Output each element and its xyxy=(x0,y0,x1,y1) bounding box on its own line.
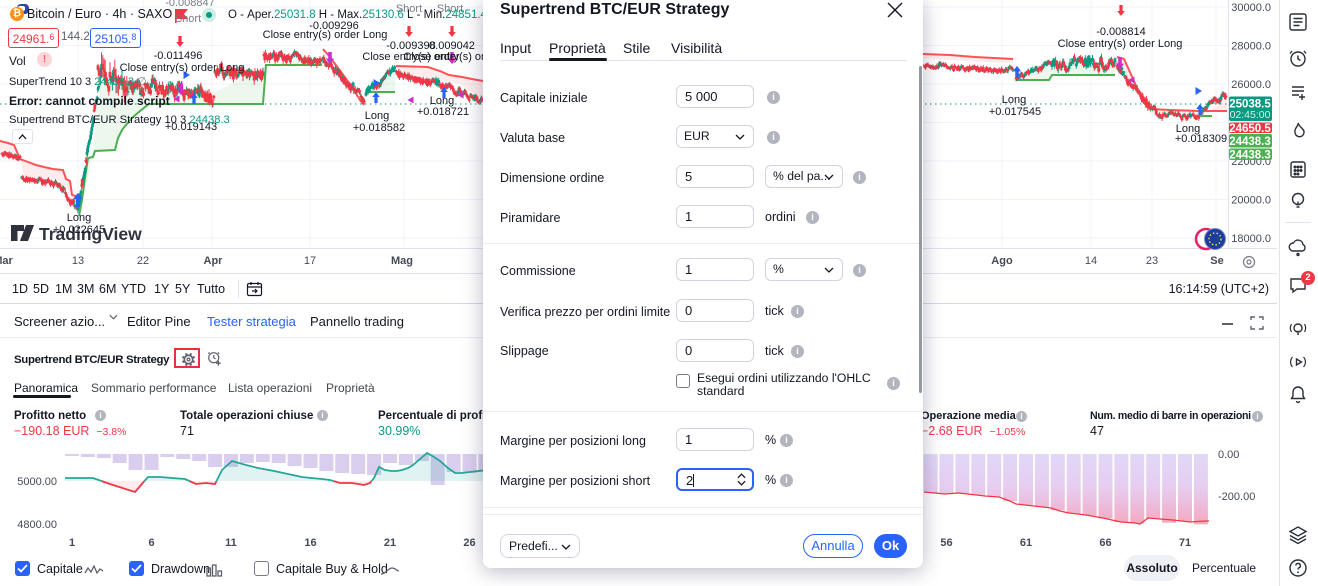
svg-text:6: 6 xyxy=(148,537,154,549)
svg-text:Short: Short xyxy=(437,3,463,15)
svg-text:Long: Long xyxy=(430,95,454,107)
svg-text:20000.0: 20000.0 xyxy=(1231,195,1271,207)
svg-text:26000.0: 26000.0 xyxy=(1231,79,1271,91)
svg-text:-0.009398: -0.009398 xyxy=(386,40,436,52)
svg-text:Se: Se xyxy=(1210,255,1223,267)
svg-text:22: 22 xyxy=(137,255,149,267)
svg-text:-0.008847: -0.008847 xyxy=(165,0,215,9)
svg-text:11: 11 xyxy=(225,537,237,549)
svg-text:24650.5: 24650.5 xyxy=(1229,123,1271,135)
svg-text:30000.0: 30000.0 xyxy=(1231,2,1271,14)
svg-text:Close entry(s) order Long: Close entry(s) order Long xyxy=(263,29,388,41)
svg-text:+0.019143: +0.019143 xyxy=(165,121,217,133)
svg-text:61: 61 xyxy=(1020,537,1032,549)
svg-text:13: 13 xyxy=(72,255,84,267)
svg-text:Mag: Mag xyxy=(391,255,413,267)
svg-text:+0.018309: +0.018309 xyxy=(1175,133,1227,145)
svg-text:26: 26 xyxy=(463,537,475,549)
svg-text:0.009042: 0.009042 xyxy=(429,40,475,52)
svg-text:24438.3: 24438.3 xyxy=(1229,136,1271,148)
svg-text:14: 14 xyxy=(1085,255,1097,267)
svg-text:Apr: Apr xyxy=(204,255,224,267)
svg-text:Ago: Ago xyxy=(991,255,1013,267)
svg-text:+0.022645: +0.022645 xyxy=(53,224,105,236)
svg-text:Long: Long xyxy=(1176,123,1200,135)
svg-text:23: 23 xyxy=(1146,255,1158,267)
svg-text:4800.00: 4800.00 xyxy=(17,519,57,531)
svg-text:Close entry(s) order Long: Close entry(s) order Long xyxy=(1058,38,1183,50)
svg-text:Short: Short xyxy=(396,3,422,15)
svg-text:0.00: 0.00 xyxy=(1218,449,1239,461)
svg-text:+0.017545: +0.017545 xyxy=(989,106,1041,118)
svg-text:28000.0: 28000.0 xyxy=(1231,41,1271,53)
svg-text:-0.009296: -0.009296 xyxy=(309,20,359,32)
svg-text:Close entry(s) order Long: Close entry(s) order Long xyxy=(120,62,245,74)
svg-text:Long: Long xyxy=(67,212,91,224)
svg-text:-0.011496: -0.011496 xyxy=(154,50,203,62)
svg-text:24438.3: 24438.3 xyxy=(1229,149,1271,161)
svg-text:71: 71 xyxy=(1179,537,1191,549)
svg-text:+0.018582: +0.018582 xyxy=(353,122,405,134)
svg-text:25038.5: 25038.5 xyxy=(1229,99,1271,111)
svg-text:Long: Long xyxy=(1002,94,1026,106)
svg-text:17: 17 xyxy=(304,255,316,267)
svg-text:+0.018721: +0.018721 xyxy=(417,106,469,118)
svg-text:Close entry(s) order: Close entry(s) order xyxy=(403,51,501,63)
svg-text:TradingView: TradingView xyxy=(39,224,142,244)
svg-text:18000.0: 18000.0 xyxy=(1231,233,1271,245)
svg-text:21: 21 xyxy=(384,537,396,549)
svg-text:16: 16 xyxy=(304,537,316,549)
svg-text:-0.008814: -0.008814 xyxy=(1096,26,1146,38)
svg-text:02:45:00: 02:45:00 xyxy=(1230,109,1271,121)
svg-text:1: 1 xyxy=(69,537,75,549)
svg-text:Long: Long xyxy=(365,110,389,122)
svg-text:56: 56 xyxy=(940,537,952,549)
svg-text:66: 66 xyxy=(1099,537,1111,549)
svg-text:Mar: Mar xyxy=(0,255,13,267)
svg-text:-200.00: -200.00 xyxy=(1218,491,1255,503)
svg-text:Close entry(s) order: Close entry(s) order xyxy=(362,51,460,63)
svg-text:Short: Short xyxy=(175,13,201,25)
svg-text:5000.00: 5000.00 xyxy=(17,476,57,488)
